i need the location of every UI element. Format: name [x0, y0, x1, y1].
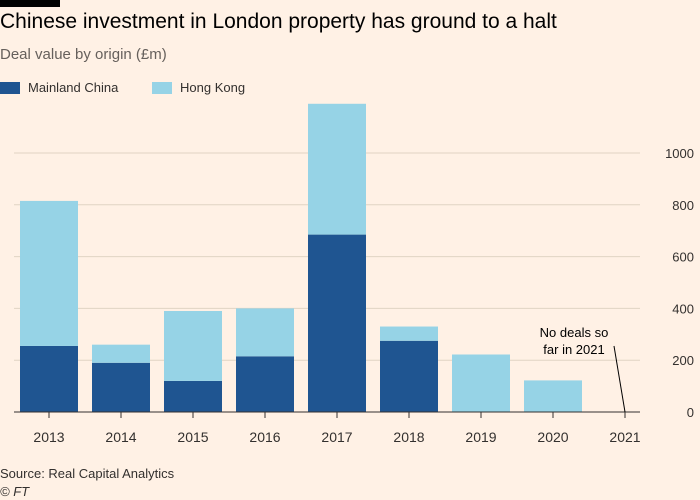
bar-hong-kong-2020: [524, 380, 582, 412]
legend-item-mainland-china: Mainland China: [0, 80, 118, 95]
x-tick-label-2015: 2015: [177, 429, 208, 445]
bar-mainland-china-2018: [380, 340, 438, 412]
y-tick-label-1000: 1000: [665, 146, 694, 161]
bar-hong-kong-2013: [20, 200, 78, 346]
x-tick-label-2018: 2018: [393, 429, 424, 445]
x-tick-label-2014: 2014: [105, 429, 136, 445]
bar-hong-kong-2014: [92, 344, 150, 363]
legend-label-mainland-china: Mainland China: [28, 80, 119, 95]
chart-subtitle: Deal value by origin (£m): [0, 46, 167, 63]
annotation-text-2021: No deals so far in 2021: [540, 325, 609, 357]
y-tick-label-400: 400: [672, 301, 694, 316]
bar-hong-kong-2017: [308, 103, 366, 235]
x-tick-label-2019: 2019: [465, 429, 496, 445]
y-tick-label-200: 200: [672, 353, 694, 368]
legend-swatch-mainland-china: [0, 81, 20, 94]
x-tick-label-2013: 2013: [33, 429, 64, 445]
bars: [20, 103, 582, 412]
x-tick-label-2020: 2020: [537, 429, 568, 445]
stacked-bar-chart: 0 200 400 600 800 1000 2013 2014 2015 2016 2017 201…: [14, 103, 694, 445]
y-tick-label-0: 0: [687, 405, 694, 420]
chart-title: Chinese investment in London property ha…: [0, 10, 557, 33]
annotations: No deals so far in 2021: [540, 325, 626, 413]
title-accent-bar: [0, 0, 60, 7]
bar-mainland-china-2017: [308, 234, 366, 412]
bar-hong-kong-2016: [236, 308, 294, 357]
bar-hong-kong-2018: [380, 326, 438, 341]
legend-item-hong-kong: Hong Kong: [152, 80, 245, 95]
legend-label-hong-kong: Hong Kong: [180, 80, 246, 95]
axes: 0 200 400 600 800 1000 2013 2014 2015 2016 2017 201…: [14, 146, 694, 445]
bar-hong-kong-2015: [164, 310, 222, 381]
y-tick-label-800: 800: [672, 198, 694, 213]
x-tick-label-2021: 2021: [609, 429, 640, 445]
bar-mainland-china-2013: [20, 345, 78, 412]
annotation-line-1: No deals so: [540, 325, 609, 340]
bar-hong-kong-2019: [452, 354, 510, 412]
annotation-leader-line-2021: [613, 345, 626, 413]
y-tick-label-600: 600: [672, 250, 694, 265]
copyright-credit: © FT: [0, 484, 30, 499]
annotation-line-2: far in 2021: [543, 342, 604, 357]
bar-mainland-china-2014: [92, 362, 150, 412]
bar-mainland-china-2016: [236, 356, 294, 412]
source-note: Source: Real Capital Analytics: [0, 466, 175, 481]
bar-mainland-china-2015: [164, 380, 222, 412]
x-tick-label-2017: 2017: [321, 429, 352, 445]
legend-swatch-hong-kong: [152, 81, 172, 94]
x-tick-label-2016: 2016: [249, 429, 280, 445]
